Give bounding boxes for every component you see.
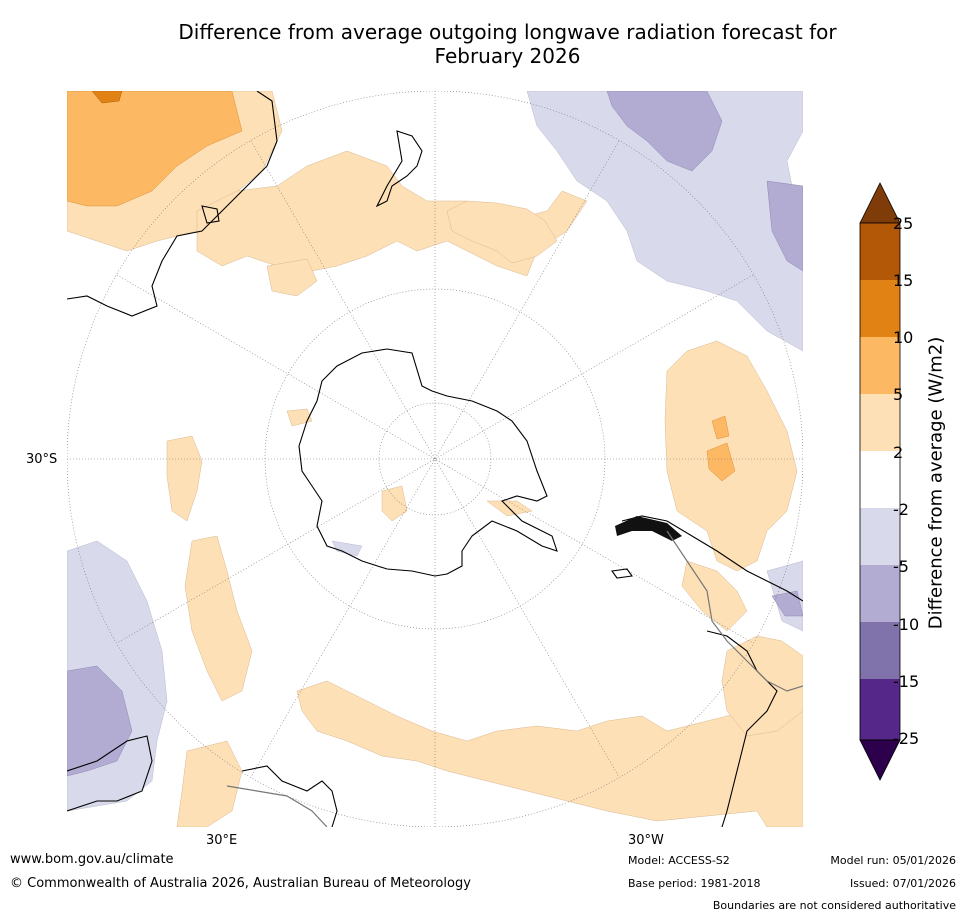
map-title: Difference from average outgoing longwav… — [90, 20, 925, 68]
map-title-line1: Difference from average outgoing longwav… — [178, 20, 837, 44]
tasmania-coastline — [201, 205, 220, 224]
anomaly-region-antarctic-peninsula — [381, 485, 408, 522]
anomaly-region-atlantic-spots — [706, 415, 736, 482]
meridian-line-30e — [250, 140, 620, 778]
colorbar-tick-2: 2 — [893, 443, 904, 462]
colorbar-bin-minus10-minus15 — [860, 622, 900, 679]
anomaly-region-east-pacific-right — [766, 180, 803, 272]
colorbar-bin-5-10 — [860, 337, 900, 394]
anomaly-region-africa-core — [67, 91, 243, 207]
colorbar-tick-10: 10 — [893, 328, 914, 347]
anomaly-region-pacific-small — [286, 408, 313, 427]
anomaly-region-south-pacific-east — [446, 200, 558, 264]
colorbar-tick-minus10: -10 — [893, 615, 920, 634]
colorbar-tick-minus5: -5 — [893, 557, 909, 576]
colorbar-tick-minus25: -25 — [893, 729, 920, 748]
polar-map-svg — [67, 91, 803, 827]
africa-south-coastline — [67, 735, 153, 812]
anomaly-region-south-atlantic-large — [664, 340, 798, 572]
colorbar-bin-minus5-minus10 — [860, 565, 900, 622]
model-run-text: Model run: 05/01/2026 — [830, 854, 956, 867]
colorbar-outline — [859, 222, 901, 741]
colorbar — [859, 182, 901, 781]
colorbar-bin-2-5 — [860, 394, 900, 451]
coastlines — [67, 91, 803, 827]
colorbar-bin-minus15-minus25 — [860, 679, 900, 740]
madagascar-coastline — [241, 765, 338, 827]
anomaly-region-southwest-band — [176, 740, 243, 827]
new-zealand-coastline — [375, 130, 423, 208]
colorbar-bin-neutral — [860, 451, 900, 508]
colorbar-bin-15-25 — [860, 223, 900, 280]
lon-label-30e: 30°E — [206, 833, 238, 848]
meridian-line-60e — [116, 274, 754, 644]
colorbar-bin-10-15 — [860, 280, 900, 337]
south-america-coastline — [621, 515, 803, 827]
medium-negative-regions — [67, 91, 803, 777]
map-title-line2: February 2026 — [434, 44, 581, 68]
south-america-boundary — [666, 530, 803, 692]
colorbar-bin-minus2-minus5 — [860, 508, 900, 565]
colorbar-tick-minus2: -2 — [893, 500, 909, 519]
south-america-dark-coast — [615, 516, 682, 541]
moderate-positive-regions — [67, 91, 803, 482]
issued-text: Issued: 07/01/2026 — [849, 877, 956, 890]
website-link[interactable]: www.bom.gov.au/climate — [10, 852, 174, 867]
positive-anomaly-regions — [67, 91, 803, 827]
polar-map — [67, 91, 803, 827]
anomaly-region-east-pacific-core — [606, 91, 723, 172]
anomaly-region-pacific-south-band — [296, 680, 803, 827]
anomaly-region-west-patch — [266, 258, 318, 297]
boundary-lines — [226, 530, 803, 827]
australia-coastline — [67, 91, 278, 317]
anomaly-region-kerguelen-band — [184, 535, 253, 702]
meridian-line-30w — [250, 140, 620, 778]
colorbar-tick-15: 15 — [893, 271, 914, 290]
south-georgia-coastline — [611, 568, 633, 579]
colorbar-tick-minus15: -15 — [893, 672, 920, 691]
anomaly-region-antarctic-edge — [331, 540, 363, 557]
base-period-text: Base period: 1981-2018 — [628, 877, 761, 890]
lon-label-30w: 30°W — [628, 833, 664, 848]
south-america-tip-landmass — [615, 516, 682, 541]
anomaly-region-indian-ocean-south — [166, 435, 203, 522]
meridian-line-60w — [116, 274, 754, 644]
anomaly-region-africa-hotspot — [91, 91, 123, 104]
lat-label-30s: 30°S — [26, 452, 58, 467]
model-text: Model: ACCESS-S2 — [628, 854, 730, 867]
copyright-text: © Commonwealth of Australia 2026, Austra… — [10, 876, 471, 891]
colorbar-label: Difference from average (W/m2) — [925, 336, 947, 630]
disclaimer-text: Boundaries are not considered authoritat… — [712, 899, 956, 912]
africa-boundary — [226, 785, 328, 827]
colorbar-tick-5: 5 — [893, 385, 904, 404]
antarctica-coastline — [298, 348, 558, 577]
colorbar-tick-25: 25 — [893, 214, 914, 233]
graticule — [67, 91, 803, 827]
strong-positive-regions — [91, 91, 123, 104]
